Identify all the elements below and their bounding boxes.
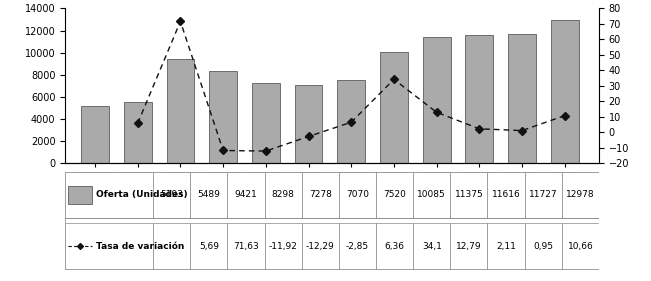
Text: 2,11: 2,11 [496, 242, 516, 251]
Bar [252, 83, 280, 163]
FancyBboxPatch shape [65, 172, 153, 218]
Text: 7070: 7070 [346, 191, 369, 200]
FancyBboxPatch shape [413, 172, 450, 218]
Text: 11727: 11727 [529, 191, 557, 200]
Text: 6,36: 6,36 [385, 242, 405, 251]
Text: 5489: 5489 [197, 191, 220, 200]
FancyBboxPatch shape [488, 172, 525, 218]
Bar [295, 85, 322, 163]
Text: 7520: 7520 [383, 191, 406, 200]
FancyBboxPatch shape [190, 223, 227, 269]
FancyBboxPatch shape [339, 223, 376, 269]
Text: 12978: 12978 [566, 191, 594, 200]
Text: 10085: 10085 [417, 191, 446, 200]
FancyBboxPatch shape [562, 223, 599, 269]
Bar [465, 35, 493, 163]
Text: 9421: 9421 [234, 191, 257, 200]
Bar [209, 71, 237, 163]
FancyBboxPatch shape [68, 186, 92, 204]
Bar [422, 37, 450, 163]
FancyBboxPatch shape [302, 172, 339, 218]
Text: 71,63: 71,63 [233, 242, 259, 251]
Bar [380, 52, 408, 163]
Text: -2,85: -2,85 [346, 242, 369, 251]
Text: 5193: 5193 [160, 191, 183, 200]
Bar [167, 59, 194, 163]
Text: Oferta (Unidades): Oferta (Unidades) [96, 191, 187, 200]
FancyBboxPatch shape [227, 223, 264, 269]
FancyBboxPatch shape [153, 223, 190, 269]
Text: -12,29: -12,29 [306, 242, 335, 251]
Text: Tasa de variación: Tasa de variación [96, 242, 184, 251]
Text: 34,1: 34,1 [422, 242, 442, 251]
FancyBboxPatch shape [153, 172, 190, 218]
FancyBboxPatch shape [525, 172, 562, 218]
Text: 0,95: 0,95 [533, 242, 553, 251]
FancyBboxPatch shape [302, 223, 339, 269]
Text: 12,79: 12,79 [456, 242, 482, 251]
FancyBboxPatch shape [190, 172, 227, 218]
Bar [508, 33, 536, 163]
Bar [124, 102, 152, 163]
Text: 7278: 7278 [309, 191, 332, 200]
FancyBboxPatch shape [65, 223, 153, 269]
FancyBboxPatch shape [488, 223, 525, 269]
Bar [551, 20, 579, 163]
FancyBboxPatch shape [227, 172, 264, 218]
Text: 11616: 11616 [492, 191, 520, 200]
Text: -11,92: -11,92 [269, 242, 298, 251]
Bar [81, 106, 109, 163]
FancyBboxPatch shape [413, 223, 450, 269]
FancyBboxPatch shape [65, 172, 599, 269]
Text: 8298: 8298 [271, 191, 295, 200]
FancyBboxPatch shape [562, 172, 599, 218]
Text: 11375: 11375 [454, 191, 483, 200]
Text: 5,69: 5,69 [199, 242, 219, 251]
FancyBboxPatch shape [525, 223, 562, 269]
Bar [337, 80, 365, 163]
FancyBboxPatch shape [339, 172, 376, 218]
FancyBboxPatch shape [376, 223, 413, 269]
FancyBboxPatch shape [450, 223, 488, 269]
FancyBboxPatch shape [264, 223, 302, 269]
FancyBboxPatch shape [264, 172, 302, 218]
FancyBboxPatch shape [376, 172, 413, 218]
FancyBboxPatch shape [450, 172, 488, 218]
Text: 10,66: 10,66 [568, 242, 593, 251]
